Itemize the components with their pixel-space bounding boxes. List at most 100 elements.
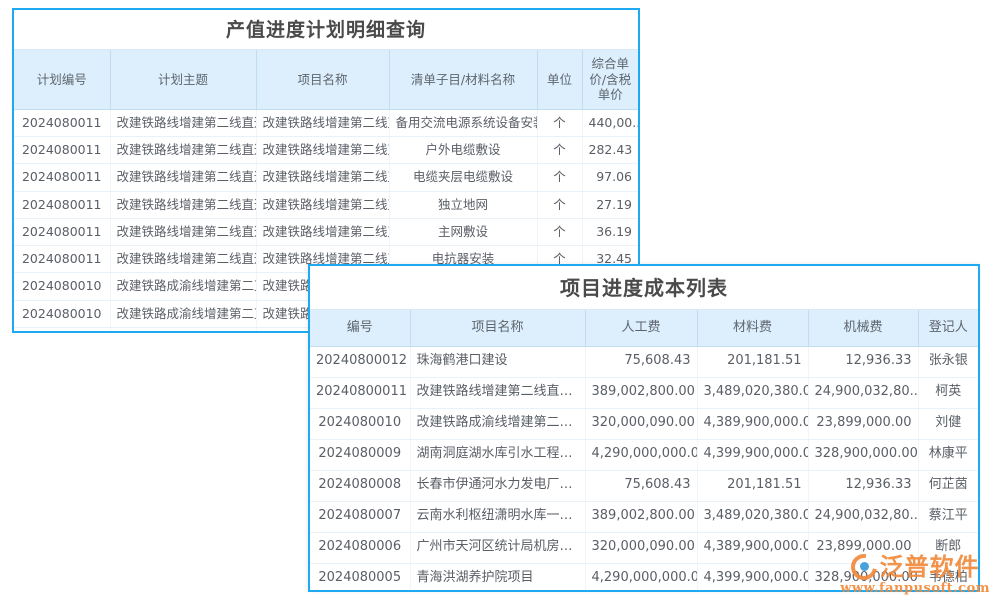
table-row[interactable]: 2024080006 广州市天河区统计局机房改造... 320,000,090.… bbox=[310, 532, 978, 564]
plan-cell-price: 27.19 bbox=[582, 191, 638, 219]
plan-cell-subject[interactable]: 改建铁路线增建第二线直通线 bbox=[110, 218, 257, 247]
cost-cell-project[interactable]: 青海洪湖养护院项目 bbox=[410, 563, 586, 590]
cost-cell-code[interactable]: 2024080010 bbox=[310, 408, 411, 440]
cost-cell-material: 4,399,900,000.00 bbox=[697, 563, 809, 590]
table-row[interactable]: 2024080009 湖南洞庭湖水库引水工程施工... 4,290,000,00… bbox=[310, 439, 978, 471]
plan-cell-project[interactable]: 改建铁路线增建第二线直通 bbox=[256, 245, 390, 274]
table-row[interactable]: 2024080011 改建铁路线增建第二线直通线 改建铁路线增建第二线直通 电缆… bbox=[14, 163, 638, 192]
table-row[interactable]: 2024080008 长春市伊通河水力发电厂改建... 75,608.43 20… bbox=[310, 470, 978, 502]
cost-cell-project[interactable]: 云南水利枢纽潇明水库一期工... bbox=[410, 501, 586, 533]
plan-col-project[interactable]: 项目名称 bbox=[256, 50, 390, 110]
plan-cell-project[interactable]: 改建铁路线增建第二线直通 bbox=[256, 191, 390, 219]
cost-cell-code[interactable]: 2024080008 bbox=[310, 470, 411, 502]
cost-col-code[interactable]: 编号 bbox=[310, 310, 411, 347]
plan-cell-code[interactable]: 2024080011 bbox=[14, 245, 111, 274]
cost-cell-registrar[interactable]: 蔡江平 bbox=[918, 501, 978, 533]
plan-col-subject[interactable]: 计划主题 bbox=[110, 50, 257, 110]
cost-cell-project[interactable]: 珠海鹤港口建设 bbox=[410, 346, 586, 378]
cost-cell-project[interactable]: 长春市伊通河水力发电厂改建... bbox=[410, 470, 586, 502]
cost-cell-registrar[interactable]: 韦德柏 bbox=[918, 563, 978, 590]
cost-cell-registrar[interactable]: 刘健 bbox=[918, 408, 978, 440]
plan-cell-code[interactable]: 2024080011 bbox=[14, 191, 111, 219]
cost-cell-registrar[interactable]: 林康平 bbox=[918, 439, 978, 471]
plan-cell-subject[interactable]: 改建铁路成渝线增建第二直通 bbox=[110, 327, 257, 331]
cost-cell-code[interactable]: 2024080009 bbox=[310, 439, 411, 471]
cost-col-material[interactable]: 材料费 bbox=[697, 310, 809, 347]
plan-cell-project[interactable]: 改建铁路线增建第二线直通 bbox=[256, 163, 390, 192]
plan-cell-code[interactable]: 2024080011 bbox=[14, 109, 111, 138]
plan-cell-unit: 个 bbox=[537, 218, 583, 247]
plan-col-code[interactable]: 计划编号 bbox=[14, 50, 111, 110]
cost-cell-code[interactable]: 20240800012 bbox=[310, 346, 411, 378]
cost-cell-machine: 12,936.33 bbox=[808, 470, 919, 502]
table-row[interactable]: 2024080011 改建铁路线增建第二线直通线 改建铁路线增建第二线直通 独立… bbox=[14, 191, 638, 219]
cost-col-project[interactable]: 项目名称 bbox=[410, 310, 586, 347]
plan-cell-code[interactable]: 2024080011 bbox=[14, 163, 111, 192]
plan-cell-code[interactable]: 2024080010 bbox=[14, 300, 111, 328]
plan-cell-item: 电缆夹层电缆敷设 bbox=[389, 163, 538, 192]
cost-cell-labor: 75,608.43 bbox=[585, 346, 698, 378]
cost-cell-code[interactable]: 2024080005 bbox=[310, 563, 411, 590]
cost-cell-project[interactable]: 改建铁路成渝线增建第二直通... bbox=[410, 408, 586, 440]
plan-cell-item: 主网敷设 bbox=[389, 218, 538, 247]
cost-cell-registrar[interactable]: 张永银 bbox=[918, 346, 978, 378]
table-row[interactable]: 20240800011 改建铁路线增建第二线直通线... 389,002,800… bbox=[310, 377, 978, 409]
cost-table-header-row: 编号 项目名称 人工费 材料费 机械费 登记人 bbox=[310, 310, 978, 347]
cost-col-machine[interactable]: 机械费 bbox=[808, 310, 919, 347]
cost-cell-labor: 4,290,000,000.00 bbox=[585, 439, 698, 471]
cost-cell-registrar[interactable]: 柯英 bbox=[918, 377, 978, 409]
plan-cell-subject[interactable]: 改建铁路线增建第二线直通线 bbox=[110, 136, 257, 165]
plan-cell-project[interactable]: 改建铁路线增建第二线直通 bbox=[256, 218, 390, 247]
cost-cell-registrar[interactable]: 断郎 bbox=[918, 532, 978, 564]
cost-cell-code[interactable]: 20240800011 bbox=[310, 377, 411, 409]
plan-cell-code[interactable]: 2024080010 bbox=[14, 327, 111, 331]
plan-cell-item: 备用交流电源系统设备安装 bbox=[389, 109, 538, 138]
plan-cell-subject[interactable]: 改建铁路线增建第二线直通线 bbox=[110, 245, 257, 274]
cost-col-labor[interactable]: 人工费 bbox=[585, 310, 698, 347]
plan-cell-subject[interactable]: 改建铁路线增建第二线直通线 bbox=[110, 191, 257, 219]
table-row[interactable]: 2024080007 云南水利枢纽潇明水库一期工... 389,002,800.… bbox=[310, 501, 978, 533]
cost-cell-labor: 75,608.43 bbox=[585, 470, 698, 502]
plan-cell-code[interactable]: 2024080011 bbox=[14, 218, 111, 247]
cost-cell-registrar[interactable]: 何芷茵 bbox=[918, 470, 978, 502]
plan-cell-unit: 个 bbox=[537, 136, 583, 165]
plan-cell-unit: 个 bbox=[537, 163, 583, 192]
cost-cell-material: 4,389,900,000.00 bbox=[697, 532, 809, 564]
table-row[interactable]: 2024080011 改建铁路线增建第二线直通线 改建铁路线增建第二线直通 备用… bbox=[14, 109, 638, 138]
cost-cell-project[interactable]: 改建铁路线增建第二线直通线... bbox=[410, 377, 586, 409]
plan-cell-subject[interactable]: 改建铁路成渝线增建第二直通 bbox=[110, 300, 257, 328]
plan-cell-subject[interactable]: 改建铁路线增建第二线直通线 bbox=[110, 163, 257, 192]
table-row[interactable]: 20240800012 珠海鹤港口建设 75,608.43 201,181.51… bbox=[310, 346, 978, 378]
plan-cell-price: 36.19 bbox=[582, 218, 638, 247]
plan-cell-subject[interactable]: 改建铁路成渝线增建第二直通 bbox=[110, 272, 257, 301]
plan-col-unit[interactable]: 单位 bbox=[537, 50, 583, 110]
cost-cell-material: 201,181.51 bbox=[697, 346, 809, 378]
cost-col-registrar[interactable]: 登记人 bbox=[918, 310, 978, 347]
plan-cell-code[interactable]: 2024080010 bbox=[14, 272, 111, 301]
table-row[interactable]: 2024080010 改建铁路成渝线增建第二直通... 320,000,090.… bbox=[310, 408, 978, 440]
cost-list-window[interactable]: 项目进度成本列表 编号 项目名称 人工费 材料费 机械费 登记人 2024080… bbox=[308, 264, 980, 592]
cost-cell-code[interactable]: 2024080006 bbox=[310, 532, 411, 564]
plan-col-price[interactable]: 综合单价/含税单价 bbox=[582, 50, 638, 110]
cost-cell-project[interactable]: 广州市天河区统计局机房改造... bbox=[410, 532, 586, 564]
table-row[interactable]: 2024080011 改建铁路线增建第二线直通线 改建铁路线增建第二线直通 户外… bbox=[14, 136, 638, 165]
cost-cell-machine: 24,900,032,80... bbox=[808, 377, 919, 409]
plan-cell-price: 97.06 bbox=[582, 163, 638, 192]
cost-cell-material: 4,389,900,000.00 bbox=[697, 408, 809, 440]
cost-cell-project[interactable]: 湖南洞庭湖水库引水工程施工... bbox=[410, 439, 586, 471]
cost-cell-material: 3,489,020,380.00 bbox=[697, 501, 809, 533]
cost-cell-material: 201,181.51 bbox=[697, 470, 809, 502]
plan-cell-item: 户外电缆敷设 bbox=[389, 136, 538, 165]
plan-cell-subject[interactable]: 改建铁路线增建第二线直通线 bbox=[110, 109, 257, 138]
cost-cell-machine: 24,900,032,80... bbox=[808, 501, 919, 533]
plan-cell-code[interactable]: 2024080011 bbox=[14, 136, 111, 165]
table-row[interactable]: 2024080005 青海洪湖养护院项目 4,290,000,000.00 4,… bbox=[310, 563, 978, 590]
table-row[interactable]: 2024080011 改建铁路线增建第二线直通线 改建铁路线增建第二线直通 主网… bbox=[14, 218, 638, 247]
plan-cell-project[interactable]: 改建铁路线增建第二线直通 bbox=[256, 109, 390, 138]
plan-cell-project[interactable]: 改建铁路线增建第二线直通 bbox=[256, 136, 390, 165]
cost-cell-code[interactable]: 2024080007 bbox=[310, 501, 411, 533]
cost-window-title: 项目进度成本列表 bbox=[310, 266, 978, 310]
table-row[interactable]: 2024080011 改建铁路线增建第二线直通线 改建铁路线增建第二线直通 电抗… bbox=[14, 245, 638, 274]
plan-col-item[interactable]: 清单子目/材料名称 bbox=[389, 50, 538, 110]
